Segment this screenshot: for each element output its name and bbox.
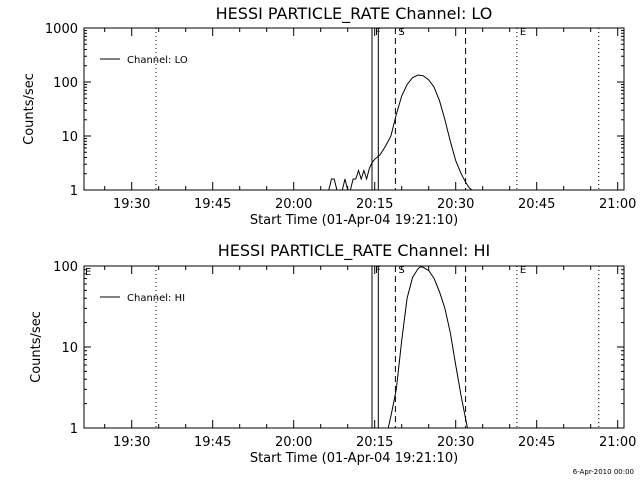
y-axis-label: Counts/sec [29, 311, 44, 383]
x-tick-label: 20:15 [356, 435, 393, 450]
y-tick-label: 10 [61, 130, 78, 145]
x-tick-label: 19:45 [194, 197, 231, 212]
series-line [328, 74, 473, 191]
panel-lo: HESSI PARTICLE_RATE Channel: LO 1 10 100 100… [22, 4, 636, 228]
x-tick-label: 21:00 [599, 435, 636, 450]
x-tick-label: 20:00 [275, 435, 312, 450]
x-tick-label: 19:30 [113, 197, 150, 212]
panel-hi: HESSI PARTICLE_RATE Channel: HI 1 10 100 19:… [29, 241, 636, 466]
y-axis-label: Counts/sec [22, 73, 37, 145]
y-tick-label: 1 [70, 422, 78, 437]
marker-label: E [520, 27, 526, 38]
x-tick-label: 20:00 [275, 197, 312, 212]
plot-frame [83, 27, 625, 191]
marker-label: S [398, 265, 404, 276]
legend-label: Channel: LO [127, 55, 188, 66]
x-tick-label: 20:30 [437, 435, 474, 450]
marker-label: E [520, 265, 526, 276]
date-stamp: 6-Apr-2010 00:00 [573, 468, 634, 476]
x-tick-label: 21:00 [599, 197, 636, 212]
x-tick-label: 19:30 [113, 435, 150, 450]
series-line [387, 266, 468, 429]
legend-label: Channel: HI [127, 293, 185, 304]
marker-label: S [398, 27, 404, 38]
x-tick-label: 19:45 [194, 435, 231, 450]
marker-label: E [85, 267, 91, 278]
x-tick-label: 20:30 [437, 197, 474, 212]
chart-title: HESSI PARTICLE_RATE Channel: LO [216, 4, 493, 24]
x-tick-label: 20:45 [518, 435, 555, 450]
chart-title: HESSI PARTICLE_RATE Channel: HI [218, 241, 491, 261]
y-tick-label: 10 [61, 341, 78, 356]
x-tick-label: 20:45 [518, 197, 555, 212]
y-tick-label: 1 [70, 184, 78, 199]
y-tick-label: 100 [53, 76, 78, 91]
plot-frame [83, 265, 625, 429]
y-tick-label: 100 [53, 260, 78, 275]
x-axis-label: Start Time (01-Apr-04 19:21:10) [250, 213, 458, 228]
y-tick-label: 1000 [45, 22, 78, 37]
x-tick-label: 20:15 [356, 197, 393, 212]
x-axis-label: Start Time (01-Apr-04 19:21:10) [250, 451, 458, 466]
